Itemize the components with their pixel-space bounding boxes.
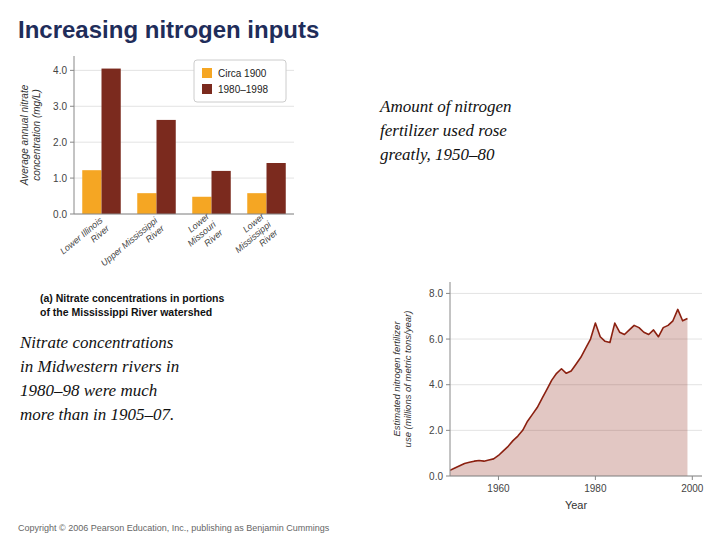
bar-chart: 0.01.02.03.04.0Lower IllinoisRiverUpper … xyxy=(19,56,295,276)
x-tick xyxy=(595,476,596,480)
y-tick-label: 1.0 xyxy=(53,173,67,184)
x-tick-label: 2000 xyxy=(681,483,704,494)
x-tick xyxy=(498,476,499,480)
bars xyxy=(82,69,286,214)
y-tick xyxy=(70,178,74,179)
x-tick-label: 1960 xyxy=(487,483,510,494)
grid-line xyxy=(450,293,702,294)
legend-label: Circa 1900 xyxy=(218,68,267,79)
bar xyxy=(212,171,231,214)
y-tick-label: 4.0 xyxy=(429,379,443,390)
y-tick xyxy=(446,476,450,477)
annotation: Nitrate concentrationsin Midwestern rive… xyxy=(19,333,179,424)
legend-swatch xyxy=(202,84,212,94)
y-tick-label: 6.0 xyxy=(429,334,443,345)
copyright: Copyright © 2006 Pearson Education, Inc.… xyxy=(18,523,330,533)
bar xyxy=(267,163,286,214)
x-tick-label: Upper MississippiRiver xyxy=(99,215,167,277)
y-tick-label: 8.0 xyxy=(429,288,443,299)
y-axis-label: Average annual nitrateconcentration (mg/… xyxy=(19,84,42,186)
y-tick-label: 2.0 xyxy=(53,137,67,148)
bar xyxy=(247,193,266,214)
y-axis-label: Estimated nitrogen fertilizeruse (millio… xyxy=(391,311,414,448)
legend-swatch xyxy=(202,68,212,78)
page: Increasing nitrogen inputs Copyright © 20… xyxy=(0,0,720,540)
y-tick xyxy=(446,339,450,340)
legend: Circa 1900 1980–1998 xyxy=(194,60,286,102)
x-tick-label: 1980 xyxy=(584,483,607,494)
caption: of the Mississippi River watershed xyxy=(40,306,212,318)
caption: (a) Nitrate concentrations in portions xyxy=(40,292,225,304)
bar xyxy=(192,197,211,214)
y-tick xyxy=(446,430,450,431)
y-tick xyxy=(70,142,74,143)
y-tick xyxy=(70,214,74,215)
annotation: Amount of nitrogenfertilizer used rosegr… xyxy=(379,97,512,164)
y-axis-line xyxy=(450,282,451,476)
x-tick-label: LowerMissouriRiver xyxy=(179,211,225,257)
y-tick xyxy=(446,293,450,294)
area xyxy=(450,309,687,476)
line xyxy=(450,309,687,470)
x-axis-line xyxy=(450,476,702,477)
x-tick-label: LowerMississippiRiver xyxy=(226,211,280,263)
legend-label: 1980–1998 xyxy=(218,84,268,95)
y-axis-line xyxy=(74,56,75,214)
y-tick-label: 3.0 xyxy=(53,101,67,112)
y-tick xyxy=(70,70,74,71)
legend-box xyxy=(194,60,286,102)
y-tick-label: 0.0 xyxy=(53,209,67,220)
y-tick xyxy=(446,384,450,385)
area-chart: 0.0 2.0 4.0 6.0 8.0 1960 1980 2000 Year Estimated… xyxy=(391,282,704,511)
series xyxy=(450,309,687,476)
bar xyxy=(102,69,121,214)
bar xyxy=(82,170,101,214)
x-tick xyxy=(692,476,693,480)
y-tick-label: 4.0 xyxy=(53,65,67,76)
y-tick-label: 2.0 xyxy=(429,425,443,436)
y-tick-label: 0.0 xyxy=(429,471,443,482)
bar xyxy=(157,120,176,214)
page-title: Increasing nitrogen inputs xyxy=(18,16,319,43)
grid-line xyxy=(450,476,702,477)
y-tick xyxy=(70,106,74,107)
x-axis-label: Year xyxy=(565,499,588,511)
bar xyxy=(137,193,156,214)
